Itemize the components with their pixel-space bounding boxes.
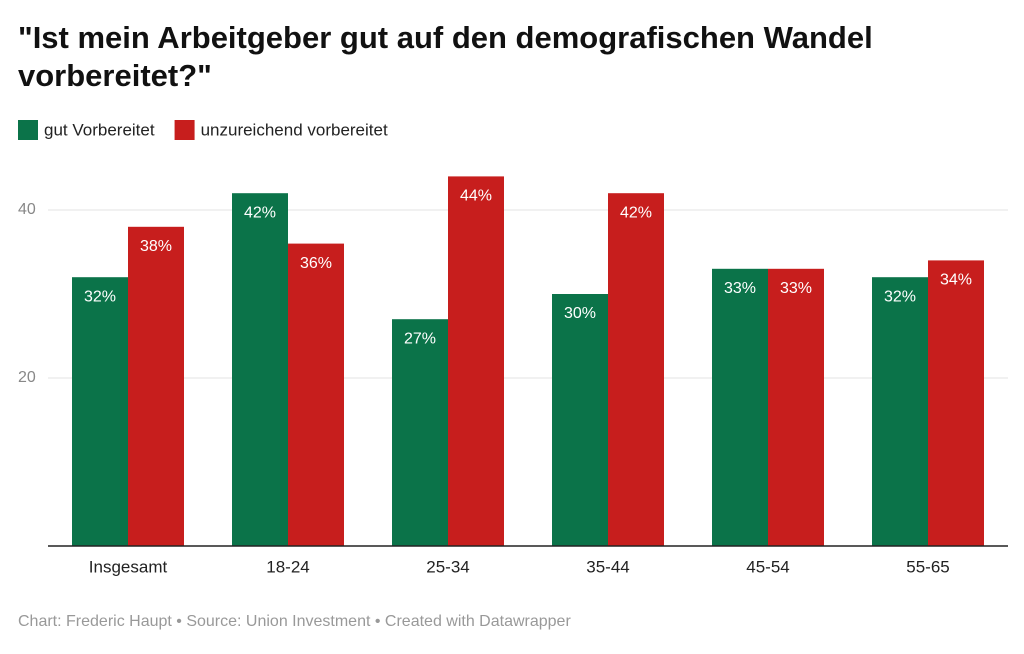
legend-swatch bbox=[18, 120, 38, 140]
chart-title: "Ist mein Arbeitgeber gut auf den demogr… bbox=[18, 20, 873, 55]
x-tick-label: 18-24 bbox=[266, 557, 309, 576]
bar bbox=[232, 193, 288, 546]
bar bbox=[128, 226, 184, 547]
x-tick-label: 55-65 bbox=[906, 557, 949, 576]
x-tick-label: 45-54 bbox=[746, 557, 789, 576]
legend-swatch bbox=[174, 120, 195, 140]
legend-label: gut Vorbereitet bbox=[44, 120, 155, 139]
x-tick-label: Insgesamt bbox=[89, 557, 168, 576]
value-label: 36% bbox=[300, 255, 332, 272]
x-tick-label: 25-34 bbox=[426, 557, 469, 576]
chart-title: vorbereitet?" bbox=[18, 58, 212, 93]
bar bbox=[928, 260, 984, 546]
y-tick-label: 40 bbox=[18, 201, 36, 218]
value-label: 44% bbox=[460, 188, 492, 205]
value-label: 42% bbox=[244, 204, 276, 221]
bar bbox=[72, 277, 128, 546]
bar bbox=[768, 268, 824, 546]
bar bbox=[872, 277, 928, 546]
value-label: 27% bbox=[404, 330, 436, 347]
bar bbox=[392, 319, 448, 546]
x-tick-label: 35-44 bbox=[586, 557, 629, 576]
bar bbox=[552, 294, 608, 546]
bar bbox=[712, 268, 768, 546]
y-tick-label: 20 bbox=[18, 369, 36, 386]
bar bbox=[608, 193, 664, 546]
value-label: 33% bbox=[724, 280, 756, 297]
bar bbox=[448, 176, 504, 546]
value-label: 32% bbox=[884, 288, 916, 305]
value-label: 33% bbox=[780, 280, 812, 297]
source-note: Chart: Frederic Haupt • Source: Union In… bbox=[18, 613, 571, 630]
bar bbox=[288, 243, 344, 546]
value-label: 38% bbox=[140, 238, 172, 255]
value-label: 32% bbox=[84, 288, 116, 305]
legend-label: unzureichend vorbereitet bbox=[201, 120, 388, 139]
value-label: 34% bbox=[940, 272, 972, 289]
value-label: 42% bbox=[620, 204, 652, 221]
value-label: 30% bbox=[564, 305, 596, 322]
